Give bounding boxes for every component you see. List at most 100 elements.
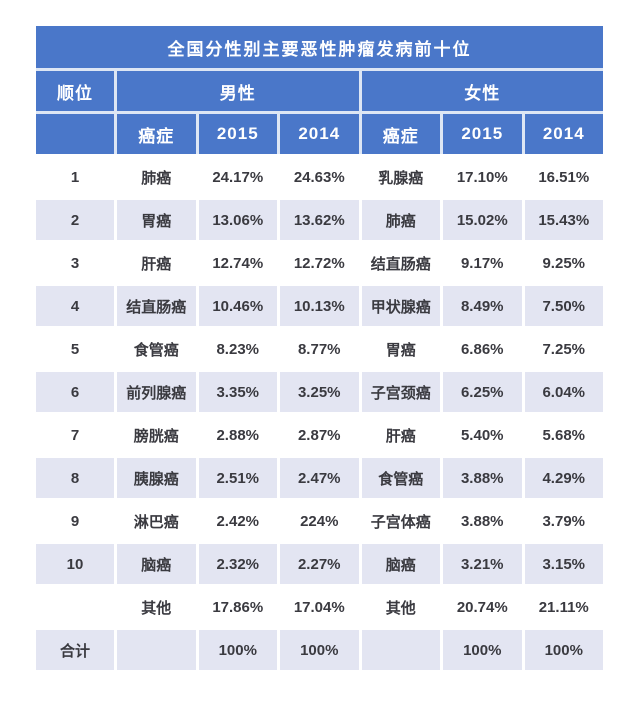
female-cancer-cell [361, 630, 440, 670]
table-body: 1 肺癌 24.17% 24.63% 乳腺癌 17.10% 16.51% 2 胃癌 13.06% 1… [36, 157, 603, 670]
table-title: 全国分性别主要恶性肿瘤发病前十位 [36, 26, 603, 68]
male-2015-cell: 24.17% [212, 168, 264, 186]
female-group-header: 女性 [361, 71, 603, 111]
male-cancer-cell: 前列腺癌 [117, 372, 196, 412]
female-2015-cell: 9.17% [460, 254, 504, 272]
male-cancer-cell: 肝癌 [141, 255, 172, 273]
table-row: 3 肝癌 12.74% 12.72% 结直肠癌 9.17% 9.25% [36, 243, 603, 283]
female-cancer-cell: 乳腺癌 [378, 169, 424, 187]
table-row: 5 食管癌 8.23% 8.77% 胃癌 6.86% 7.25% [36, 329, 603, 369]
female-2014-cell: 9.25% [542, 254, 586, 272]
male-2015-cell: 2.51% [198, 458, 277, 498]
rank-cell: 3 [70, 254, 80, 272]
table-row: 其他 17.86% 17.04% 其他 20.74% 21.11% [36, 587, 603, 627]
male-2014-cell: 10.13% [280, 286, 359, 326]
male-cancer-cell: 食管癌 [133, 341, 179, 359]
female-2014-cell: 4.29% [524, 458, 603, 498]
male-cancer-header: 癌症 [117, 114, 196, 154]
male-2014-cell: 24.63% [293, 168, 345, 186]
male-2015-cell: 100% [198, 630, 277, 670]
male-2015-cell: 10.46% [198, 286, 277, 326]
rank-subheader-empty [36, 114, 114, 154]
male-2014-cell: 224% [300, 512, 339, 530]
male-2014-cell: 13.62% [280, 200, 359, 240]
male-2015-cell: 2.88% [216, 426, 260, 444]
female-cancer-cell: 子宫体癌 [370, 513, 431, 531]
male-cancer-cell: 肺癌 [141, 169, 172, 187]
male-2015-header: 2015 [198, 114, 277, 154]
rank-cell: 合计 [36, 630, 114, 670]
rank-cell: 9 [70, 512, 80, 530]
female-2015-cell: 5.40% [460, 426, 504, 444]
female-cancer-cell: 结直肠癌 [370, 255, 431, 273]
table-row: 2 胃癌 13.06% 13.62% 肺癌 15.02% 15.43% [36, 200, 603, 240]
table-row: 1 肺癌 24.17% 24.63% 乳腺癌 17.10% 16.51% [36, 157, 603, 197]
table-header: 全国分性别主要恶性肿瘤发病前十位 顺位 男性 女性 癌症 2015 2014 癌… [36, 26, 603, 154]
female-cancer-cell: 胃癌 [385, 341, 416, 359]
female-2014-cell: 5.68% [542, 426, 586, 444]
rank-cell [36, 587, 114, 627]
male-2014-cell: 3.25% [280, 372, 359, 412]
rank-cell: 8 [36, 458, 114, 498]
gender-header-row: 顺位 男性 女性 [36, 71, 603, 111]
sub-header-row: 癌症 2015 2014 癌症 2015 2014 [36, 114, 603, 154]
rank-cell: 4 [36, 286, 114, 326]
female-2015-header: 2015 [443, 114, 522, 154]
rank-cell: 6 [36, 372, 114, 412]
table-row: 8 胰腺癌 2.51% 2.47% 食管癌 3.88% 4.29% [36, 458, 603, 498]
female-2015-cell: 20.74% [456, 598, 508, 616]
male-cancer-cell: 胰腺癌 [117, 458, 196, 498]
male-2015-cell: 17.86% [212, 598, 264, 616]
male-2014-cell: 2.47% [280, 458, 359, 498]
female-cancer-cell: 脑癌 [361, 544, 440, 584]
female-2014-cell: 100% [524, 630, 603, 670]
female-2015-cell: 100% [443, 630, 522, 670]
male-group-header: 男性 [117, 71, 359, 111]
female-2014-header: 2014 [524, 114, 603, 154]
female-2015-cell: 15.02% [443, 200, 522, 240]
male-2014-cell: 12.72% [293, 254, 345, 272]
female-2014-cell: 6.04% [524, 372, 603, 412]
female-cancer-cell: 肺癌 [361, 200, 440, 240]
rank-header: 顺位 [36, 71, 114, 111]
female-cancer-header: 癌症 [361, 114, 440, 154]
female-2014-cell: 7.25% [542, 340, 586, 358]
male-cancer-cell [117, 630, 196, 670]
male-2014-cell: 100% [280, 630, 359, 670]
male-2014-cell: 2.27% [280, 544, 359, 584]
male-2014-cell: 2.87% [297, 426, 341, 444]
rank-cell: 10 [36, 544, 114, 584]
female-2014-cell: 21.11% [538, 598, 589, 616]
female-cancer-cell: 肝癌 [385, 427, 416, 445]
male-cancer-cell: 膀胱癌 [133, 427, 179, 445]
table-row: 9 淋巴癌 2.42% 224% 子宫体癌 3.88% 3.79% [36, 501, 603, 541]
male-2014-cell: 8.77% [297, 340, 341, 358]
female-2014-cell: 15.43% [524, 200, 603, 240]
male-2015-cell: 2.32% [198, 544, 277, 584]
female-cancer-cell: 甲状腺癌 [361, 286, 440, 326]
male-2015-cell: 8.23% [216, 340, 260, 358]
rank-cell: 2 [36, 200, 114, 240]
female-2014-cell: 3.15% [524, 544, 603, 584]
female-2014-cell: 16.51% [538, 168, 590, 186]
male-2015-cell: 3.35% [198, 372, 277, 412]
male-2015-cell: 13.06% [198, 200, 277, 240]
rank-cell: 5 [70, 340, 80, 358]
male-2014-header: 2014 [280, 114, 359, 154]
male-cancer-cell: 结直肠癌 [117, 286, 196, 326]
table-row: 6 前列腺癌 3.35% 3.25% 子宫颈癌 6.25% 6.04% [36, 372, 603, 412]
female-2014-cell: 7.50% [524, 286, 603, 326]
table-row: 4 结直肠癌 10.46% 10.13% 甲状腺癌 8.49% 7.50% [36, 286, 603, 326]
rank-cell: 1 [70, 168, 80, 186]
incidence-table: 全国分性别主要恶性肿瘤发病前十位 顺位 男性 女性 癌症 2015 2014 癌… [36, 26, 603, 673]
male-2015-cell: 2.42% [216, 512, 260, 530]
male-2014-cell: 17.04% [293, 598, 345, 616]
female-2014-cell: 3.79% [542, 512, 586, 530]
female-2015-cell: 3.88% [443, 458, 522, 498]
rank-cell: 7 [70, 426, 80, 444]
table-title-row: 全国分性别主要恶性肿瘤发病前十位 [36, 26, 603, 68]
female-cancer-cell: 食管癌 [361, 458, 440, 498]
table-row: 10 脑癌 2.32% 2.27% 脑癌 3.21% 3.15% [36, 544, 603, 584]
female-2015-cell: 17.10% [456, 168, 508, 186]
male-2015-cell: 12.74% [212, 254, 264, 272]
